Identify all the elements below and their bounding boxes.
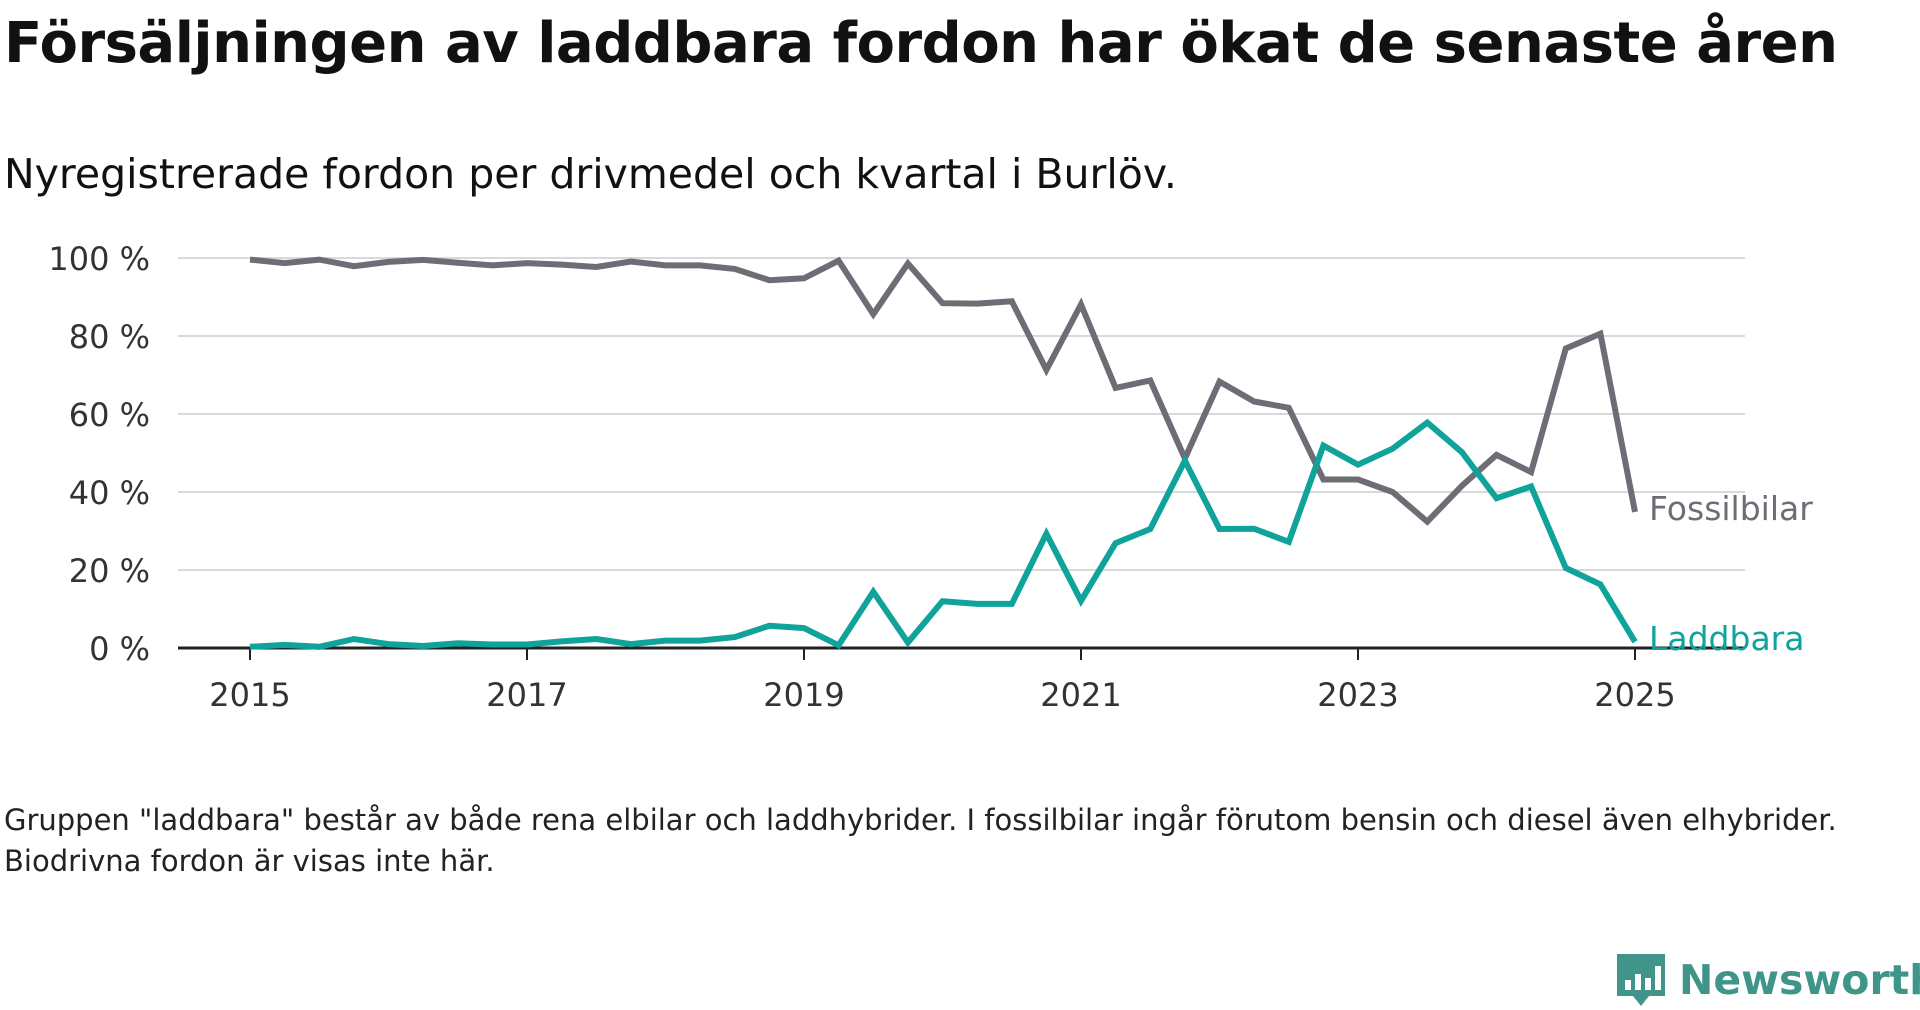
chart-subtitle: Nyregistrerade fordon per drivmedel och …	[4, 150, 1177, 198]
chart-footnote: Gruppen "laddbara" består av både rena e…	[4, 803, 1837, 878]
y-tick-label: 100 %	[48, 240, 150, 278]
newsworthy-logo: Newsworthy	[1613, 952, 1920, 1008]
series-line-laddbara	[249, 418, 1638, 650]
x-tick-label: 2015	[209, 676, 290, 714]
bar-chart-speech-bubble-icon	[1617, 954, 1665, 1006]
x-tick-label: 2019	[763, 676, 844, 714]
x-tick-label: 2017	[486, 676, 567, 714]
series-lines	[249, 256, 1638, 650]
x-tick-label: 2021	[1040, 676, 1121, 714]
series-label-laddbara: Laddbara	[1649, 619, 1804, 658]
series-labels: Fossilbilar Laddbara	[1649, 489, 1813, 658]
series-label-fossilbilar: Fossilbilar	[1649, 489, 1813, 528]
x-tick-label: 2025	[1594, 676, 1675, 714]
x-tick-label: 2023	[1317, 676, 1398, 714]
y-tick-label: 40 %	[69, 474, 150, 512]
series-line-fossilbilar	[249, 256, 1638, 526]
brand-name: Newsworthy	[1679, 955, 1920, 1004]
y-tick-label: 20 %	[69, 552, 150, 590]
y-tick-label: 0 %	[89, 630, 150, 668]
y-tick-label: 80 %	[69, 318, 150, 356]
axes: 0 % 20 % 40 % 60 % 80 % 100 % 2015 2017 2019 2021…	[48, 240, 1745, 714]
chart-title: Försäljningen av laddbara fordon har öka…	[4, 11, 1838, 76]
y-tick-label: 60 %	[69, 396, 150, 434]
line-chart: 0 % 20 % 40 % 60 % 80 % 100 % 2015 2017 2019 2021…	[48, 240, 1813, 714]
gridlines	[178, 257, 1745, 571]
